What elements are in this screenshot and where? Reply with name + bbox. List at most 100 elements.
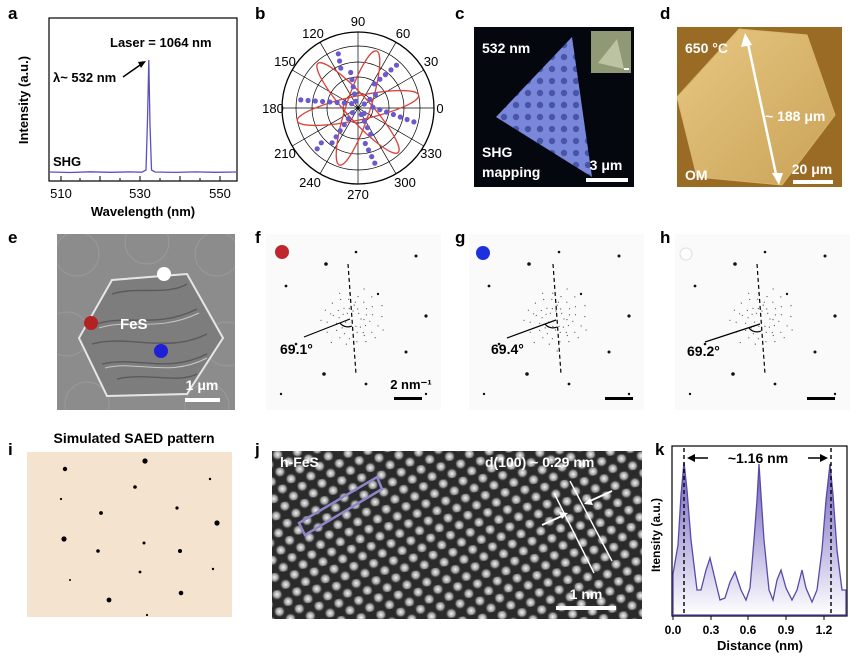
panel-a-lambda-label: λ~ 532 nm [53,70,116,85]
saed-diffuse-speck [543,298,545,301]
saed-spot [703,342,707,346]
saed-spot [557,250,561,254]
saed-diffuse-speck [584,305,586,307]
saed-spot [525,372,529,376]
saed-diffuse-speck [359,326,361,328]
saed-spot [376,292,380,296]
saed-diffuse-speck [757,308,759,310]
saed-diffuse-speck [733,309,735,311]
panel-label-k: k [655,440,665,459]
saed-diffuse-speck [554,329,557,331]
saed-diffuse-speck [566,288,568,290]
panel-i-simulated-saed [27,452,232,617]
polar-point [411,119,417,125]
panel-label-h: h [660,228,671,247]
saed-spot [833,392,837,396]
saed-spot [279,392,283,396]
saed-spot [733,262,737,266]
saed-diffuse-speck [369,320,371,322]
saed-diffuse-speck [343,333,345,335]
saed-diffuse-speck [330,313,332,315]
panel-d-optical-image: 650 °C ~ 188 μm OM 20 μm [677,27,842,187]
saed-diffuse-speck [551,308,553,310]
saed-diffuse-speck [338,317,340,319]
saed-diffuse-speck [774,341,776,343]
saed-diffuse-speck [535,314,537,317]
polar-point [361,118,367,124]
polar-point [349,77,355,83]
saed-diffuse-speck [566,319,568,321]
panel-k-ylabel: Itensity (a.u.) [649,498,663,572]
panel-e-dot-red [84,316,98,330]
saed-diffuse-speck [574,331,576,333]
saed-diffuse-speck [757,298,759,300]
saed-diffuse-speck [746,309,748,312]
polar-point [377,107,383,113]
panel-e-material: FeS [120,316,148,333]
saed-spot [579,292,583,296]
polar-data-points [298,51,417,166]
saed-spots [279,250,428,396]
saed-spot [424,314,428,318]
saed-spot [617,254,621,258]
saed-diffuse-speck [568,308,571,310]
saed-diffuse-speck [780,331,782,333]
saed-spot [627,392,631,396]
saed-diffuse-speck [754,321,756,323]
panel-i-title: Simulated SAED pattern [53,430,215,446]
saed-diffuse-speck [740,302,742,304]
saed-diffuse-speck [353,304,355,306]
saed-spot [284,284,288,288]
polar-point [388,67,394,73]
saed-spots [482,250,631,396]
saed-diffuse-speck [541,317,543,319]
saed-diffuse-speck [566,301,568,303]
panel-label-a: a [8,4,18,23]
panel-c-caption-1: SHG [482,144,512,160]
saed-diffuse-speck [769,318,771,320]
panel-e-dot-white [157,267,171,281]
saed-spot [607,350,611,354]
polar-angle-label: 300 [394,175,416,190]
saed-diffuse-speck [362,331,364,334]
panel-e-dot-blue [154,344,168,358]
saed-diffuse-speck [534,302,536,304]
polar-point [337,58,343,64]
saed-spots [688,250,837,396]
saed-diffuse-speck [533,341,535,344]
saed-diffuse-speck [371,306,373,308]
saed-diffuse-speck [574,314,577,316]
panel-j-profile-box [297,475,384,537]
panel-a-spectrum: Intensity (a.u.) Wavelength (nm) 510 530… [16,17,238,219]
polar-point [349,110,355,116]
panel-c-shg-map: 532 nm SHG mapping 3 μm [474,27,634,187]
saed-diffuse-speck [767,312,769,314]
panel-label-j: j [255,440,260,459]
polar-angle-label: 270 [347,187,369,202]
saed-diffuse-speck [352,310,354,312]
panel-k-xtick: 0.3 [703,623,720,637]
polar-point [350,84,356,90]
panel-label-e: e [8,228,18,247]
panel-g-saed: 69.4° [469,234,644,410]
saed-diffuse-speck [371,331,373,333]
polar-point [397,114,403,120]
panel-c-scale-label: 3 μm [590,157,623,173]
saed-diffuse-speck [790,305,792,307]
panel-d-scale-label: 20 μm [792,161,832,177]
saed-diffuse-speck [739,313,741,315]
saed-diffuse-speck [771,331,773,334]
saed-spot [785,292,789,296]
panel-j-material: h-FeS [280,454,319,470]
spectrum-line [49,59,237,174]
saed-diffuse-speck [336,329,338,331]
polar-point [390,111,396,118]
saed-diffuse-speck [557,301,559,303]
saed-diffuse-speck [762,304,764,306]
saed-diffuse-speck [346,312,348,314]
saed-spot [324,262,328,266]
panel-label-d: d [660,4,671,23]
saed-diffuse-speck [748,337,750,339]
polar-point [348,69,354,76]
saed-diffuse-speck [348,308,350,310]
